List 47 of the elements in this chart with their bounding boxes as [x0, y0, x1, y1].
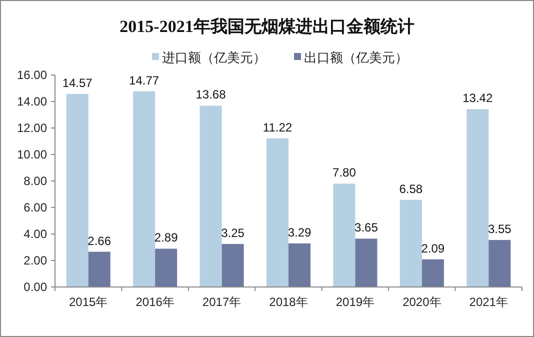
bar — [333, 184, 356, 287]
legend-label: 出口额（亿美元） — [304, 50, 408, 65]
data-label: 14.57 — [62, 76, 93, 90]
bar — [400, 200, 422, 287]
x-tick-label: 2019年 — [336, 295, 375, 309]
bar — [422, 259, 444, 287]
y-tick-label: 6.00 — [24, 200, 48, 214]
bar — [222, 244, 244, 287]
data-label: 3.29 — [288, 225, 312, 240]
data-label: 3.55 — [488, 222, 512, 236]
y-tick-label: 10.00 — [16, 148, 48, 162]
data-label: 2.66 — [88, 234, 112, 248]
y-tick-label: 4.00 — [24, 227, 48, 241]
x-tick-label: 2015年 — [69, 295, 108, 309]
data-label: 2.89 — [154, 230, 178, 245]
x-tick-label: 2017年 — [202, 295, 242, 309]
bar — [288, 243, 311, 287]
bar — [155, 248, 178, 287]
data-label: 3.65 — [354, 220, 378, 235]
data-label: 6.58 — [399, 182, 423, 196]
y-tick-label: 8.00 — [24, 174, 48, 188]
bar — [200, 106, 222, 287]
data-label: 7.80 — [332, 166, 356, 180]
bar — [88, 252, 110, 287]
data-label: 2.09 — [421, 241, 445, 256]
data-label: 11.22 — [262, 120, 292, 134]
bar — [133, 91, 156, 287]
chart-title: 2015-2021年我国无烟煤进出口金额统计 — [120, 17, 414, 36]
bar — [355, 238, 378, 287]
x-tick-label: 2018年 — [269, 295, 308, 309]
x-tick-label: 2021年 — [469, 295, 508, 309]
x-tick-label: 2016年 — [136, 295, 174, 309]
y-tick-label: 12.00 — [16, 121, 48, 135]
x-tick-label: 2020年 — [402, 295, 442, 309]
bar — [66, 94, 88, 287]
y-tick-label: 16.00 — [16, 68, 48, 82]
y-tick-label: 14.00 — [16, 94, 48, 108]
data-label: 13.68 — [196, 88, 226, 102]
data-label: 14.77 — [129, 73, 160, 88]
bar — [466, 109, 489, 287]
data-label: 13.42 — [462, 91, 493, 106]
bar — [266, 138, 288, 287]
y-tick-label: 0.00 — [24, 280, 48, 294]
y-tick-label: 2.00 — [24, 254, 48, 268]
data-label: 3.25 — [221, 226, 245, 240]
legend-label: 进口额（亿美元） — [162, 50, 266, 65]
bar — [488, 240, 511, 287]
